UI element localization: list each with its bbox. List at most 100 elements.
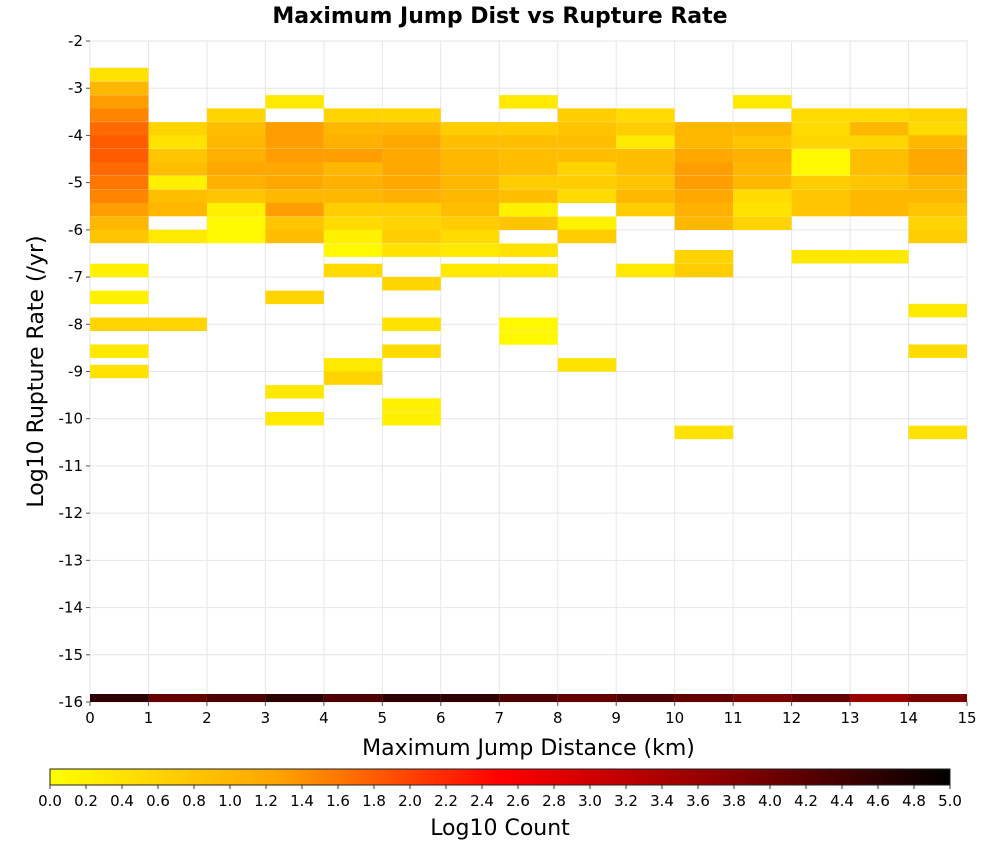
heatmap-cell <box>908 108 967 122</box>
heatmap-cell <box>90 263 149 278</box>
bottom-band-cell <box>616 694 675 702</box>
heatmap-cell <box>440 122 500 136</box>
heatmap-cell <box>440 189 500 204</box>
colorbar-tick-label: 2.6 <box>506 792 530 810</box>
heatmap-cell <box>148 162 207 176</box>
x-tick-label: 8 <box>553 709 563 727</box>
colorbar-tick-label: 4.4 <box>830 792 854 810</box>
heatmap-cell <box>733 162 792 176</box>
heatmap-cell <box>265 122 324 136</box>
heatmap-cell <box>499 148 558 163</box>
heatmap-cell <box>674 263 734 278</box>
heatmap-cell <box>499 122 558 136</box>
heatmap-cell <box>382 175 441 190</box>
heatmap-cell <box>323 216 383 230</box>
heatmap-cell <box>616 175 675 190</box>
heatmap-cell <box>791 175 851 190</box>
heatmap-cell <box>148 202 207 217</box>
heatmap-cell <box>323 263 383 278</box>
heatmap-cell <box>265 148 324 163</box>
heatmap-cell <box>206 202 266 217</box>
x-tick-label: 15 <box>957 709 976 727</box>
heatmap-cell <box>499 243 558 257</box>
heatmap-cell <box>90 202 149 217</box>
bottom-band-cell <box>323 694 383 702</box>
colorbar-tick-label: 0.8 <box>182 792 206 810</box>
heatmap-cell <box>382 148 441 163</box>
heatmap-cell <box>90 364 149 379</box>
heatmap-cell <box>499 162 558 176</box>
heatmap-cell <box>382 411 441 426</box>
heatmap-cell <box>265 189 324 204</box>
heatmap-cell <box>616 202 675 217</box>
heatmap-cell <box>265 229 324 244</box>
colorbar-tick-label: 4.6 <box>866 792 890 810</box>
heatmap-cell <box>557 175 617 190</box>
heatmap-cell <box>382 276 441 291</box>
heatmap-cell <box>733 216 792 230</box>
heatmap-cell <box>90 108 149 122</box>
y-tick-label: -15 <box>59 646 84 664</box>
x-tick-label: 4 <box>319 709 329 727</box>
y-tick-label: -16 <box>59 693 84 711</box>
heatmap-cell <box>440 229 500 244</box>
heatmap-cell <box>733 175 792 190</box>
heatmap-cell <box>90 162 149 176</box>
heatmap-cell <box>265 411 324 426</box>
x-tick-label: 7 <box>494 709 504 727</box>
colorbar-tick-label: 4.2 <box>794 792 818 810</box>
heatmap-cell <box>382 122 441 136</box>
colorbar-ticks: 0.0 0.2 0.4 0.6 0.8 1.0 1.2 1.4 1.6 1.8 2.0 2.2 2.4 2… <box>38 785 962 810</box>
heatmap-cell <box>791 108 851 122</box>
heatmap-cell <box>90 122 149 136</box>
heatmap-cell <box>206 189 266 204</box>
heatmap-cell <box>908 229 967 244</box>
colorbar-tick-label: 0.0 <box>38 792 62 810</box>
heatmap-cell <box>90 81 149 95</box>
colorbar-tick-label: 5.0 <box>938 792 962 810</box>
y-tick-label: -4 <box>68 126 83 144</box>
heatmap-cell <box>616 122 675 136</box>
bottom-band-cell <box>265 694 324 702</box>
colorbar-tick-label: 4.0 <box>758 792 782 810</box>
heatmap-cell <box>90 175 149 190</box>
heatmap-cell <box>323 189 383 204</box>
colorbar-tick-label: 1.0 <box>218 792 242 810</box>
heatmap-cell <box>908 303 967 318</box>
heatmap-cell <box>148 122 207 136</box>
x-axis-ticks: 0 1 2 3 4 5 6 7 8 9 10 11 12 13 14 15 <box>85 702 977 727</box>
bottom-band-cell <box>382 694 441 702</box>
heatmap-cell <box>265 385 324 399</box>
heatmap-cell <box>908 425 967 440</box>
heatmap-cell <box>674 216 734 230</box>
heatmap-cell <box>674 175 734 190</box>
y-tick-label: -2 <box>68 32 83 50</box>
heatmap-cell <box>674 425 734 440</box>
heatmap-cell <box>908 216 967 230</box>
bottom-band-cell <box>908 694 967 702</box>
heatmap-cell <box>557 122 617 136</box>
heatmap-cell <box>850 202 909 217</box>
heatmap-cell <box>499 175 558 190</box>
heatmap-cell <box>557 358 617 372</box>
heatmap-cell <box>90 317 149 332</box>
heatmap-cell <box>265 202 324 217</box>
heatmap-cell <box>382 344 441 358</box>
x-tick-label: 12 <box>782 709 801 727</box>
heatmap-cell <box>674 162 734 176</box>
heatmap-cell <box>908 162 967 176</box>
colorbar-tick-label: 2.4 <box>470 792 494 810</box>
heatmap-cell <box>557 135 617 149</box>
colorbar <box>49 768 951 786</box>
heatmap-cell <box>791 148 851 163</box>
heatmap-cell <box>323 202 383 217</box>
x-tick-label: 11 <box>724 709 743 727</box>
colorbar-tick-label: 3.0 <box>578 792 602 810</box>
heatmap-cell <box>791 189 851 204</box>
heatmap-cell <box>616 148 675 163</box>
bottom-band-cell <box>733 694 792 702</box>
heatmap-cell <box>440 135 500 149</box>
heatmap-cell <box>499 189 558 204</box>
heatmap-cell <box>674 148 734 163</box>
y-tick-label: -10 <box>59 410 84 428</box>
